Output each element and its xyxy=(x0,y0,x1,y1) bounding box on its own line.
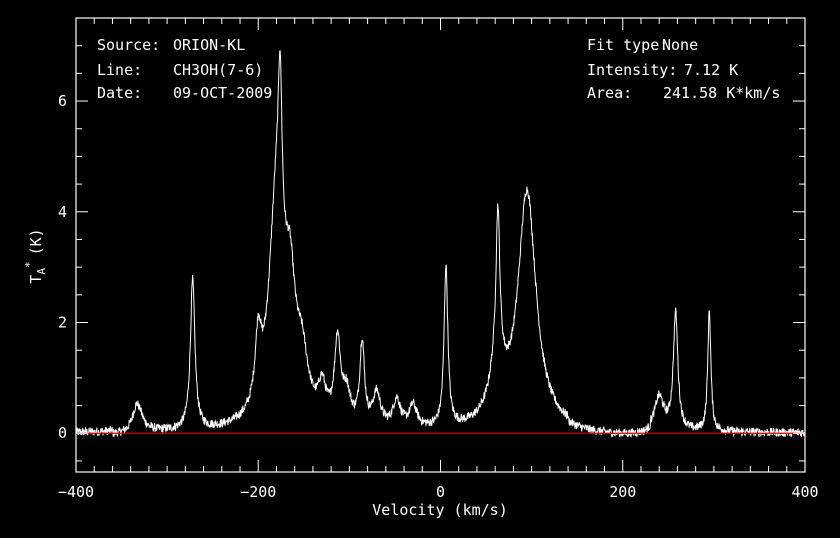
x-tick-label: 0 xyxy=(436,483,445,501)
info-key-date: Date: xyxy=(97,84,142,102)
info-key-line: Line: xyxy=(97,61,142,79)
info-key-area: Area: xyxy=(587,84,632,102)
axis-ticks xyxy=(75,17,806,472)
y-axis-label-sup: * xyxy=(23,261,36,268)
spectrum-series-line xyxy=(75,50,806,438)
info-value-fit-type: None xyxy=(662,36,698,54)
svg-text:TA*(K): TA* (K) xyxy=(23,228,48,283)
x-tick-label: 400 xyxy=(791,483,818,501)
y-axis-label-main: T xyxy=(27,275,45,284)
info-value-intensity: 7.12 K xyxy=(684,61,738,79)
y-axis-label: TA* (K) xyxy=(23,228,48,283)
info-block-source: Source: ORION-KL Line: CH3OH(7-6) Date: … xyxy=(97,36,272,102)
info-value-line: CH3OH(7-6) xyxy=(173,61,263,79)
info-value-area: 241.58 K*km/s xyxy=(663,84,780,102)
info-key-intensity: Intensity: xyxy=(587,61,677,79)
y-tick-label: 6 xyxy=(58,92,67,110)
x-tick-label: 200 xyxy=(609,483,636,501)
info-block-fit: Fit type: None Intensity: 7.12 K Area: 2… xyxy=(587,36,780,102)
info-value-date: 09-OCT-2009 xyxy=(173,84,272,102)
info-value-source: ORION-KL xyxy=(173,36,245,54)
info-key-fit-type: Fit type: xyxy=(587,36,668,54)
y-tick-label: 0 xyxy=(58,424,67,442)
y-tick-label: 2 xyxy=(58,314,67,332)
y-axis-label-unit: (K) xyxy=(27,228,45,255)
y-axis-label-sub: A xyxy=(35,268,48,275)
x-tick-label: −200 xyxy=(240,483,276,501)
info-key-source: Source: xyxy=(97,36,160,54)
x-tick-label: −400 xyxy=(58,483,94,501)
tick-labels: −400 −200 0 200 400 0 2 4 6 xyxy=(58,92,819,501)
y-tick-label: 4 xyxy=(58,203,67,221)
x-axis-label: Velocity (km/s) xyxy=(372,501,507,519)
